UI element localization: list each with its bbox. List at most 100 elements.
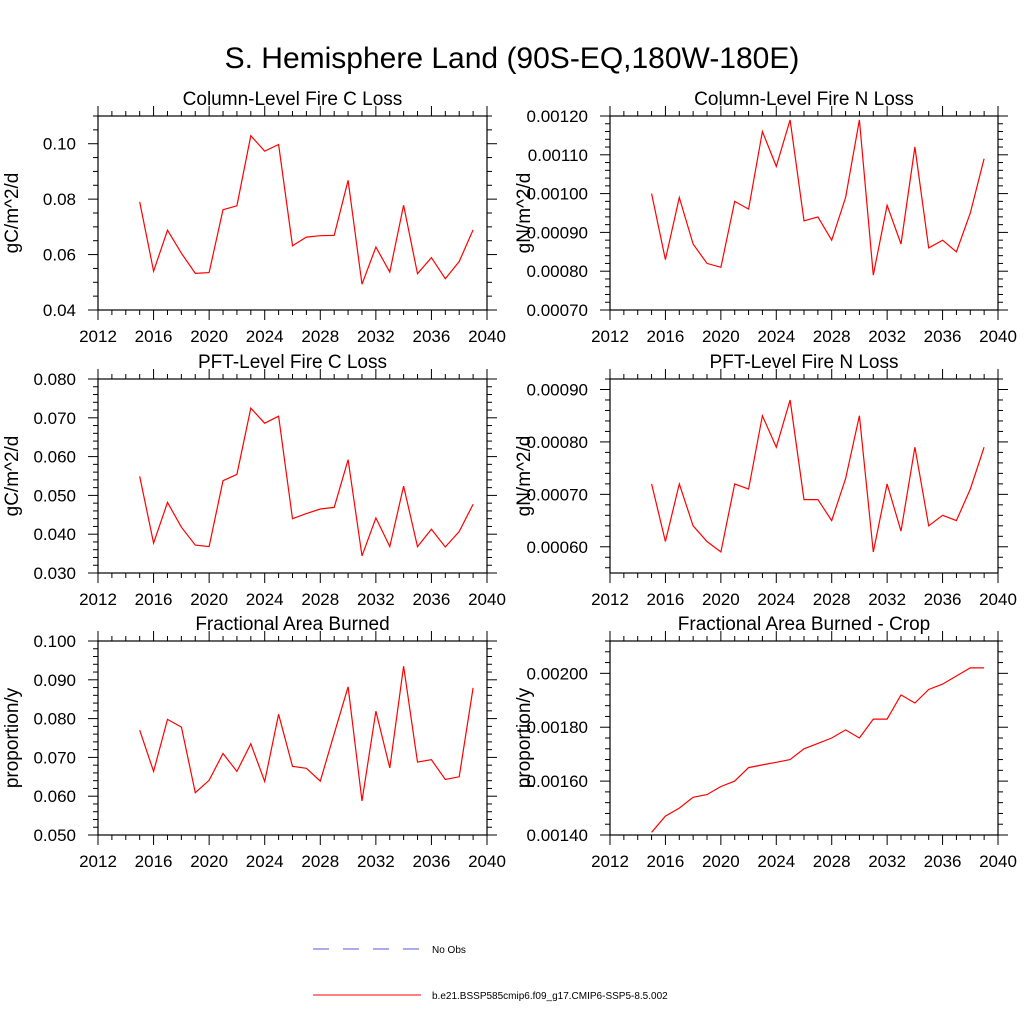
y-tick-label: 0.00070: [527, 301, 588, 320]
x-tick-label: 2016: [135, 852, 173, 871]
x-tick-label: 2028: [301, 590, 339, 609]
x-tick-label: 2016: [135, 590, 173, 609]
y-tick-label: 0.00090: [527, 223, 588, 242]
x-tick-label: 2012: [591, 852, 629, 871]
figure-title: S. Hemisphere Land (90S-EQ,180W-180E): [225, 42, 800, 75]
panel-title: PFT-Level Fire N Loss: [710, 352, 899, 373]
x-tick-label: 2040: [979, 590, 1017, 609]
legend-label-model: b.e21.BSSP585cmip6.f09_g17.CMIP6-SSP5-8.…: [432, 991, 668, 1002]
x-tick-label: 2040: [979, 852, 1017, 871]
y-axis-label: gC/m^2/d: [2, 436, 23, 517]
plot-frame: [97, 115, 488, 311]
y-tick-label: 0.00140: [527, 826, 588, 845]
x-tick-label: 2012: [79, 327, 117, 346]
y-tick-label: 0.00180: [527, 718, 588, 737]
y-tick-label: 0.06: [43, 246, 76, 265]
x-tick-label: 2036: [924, 327, 962, 346]
panel-title: PFT-Level Fire C Loss: [198, 352, 387, 373]
x-tick-label: 2032: [357, 852, 395, 871]
series-line: [139, 666, 474, 801]
panel-title: Fractional Area Burned - Crop: [678, 614, 930, 635]
y-tick-label: 0.00080: [527, 433, 588, 452]
x-tick-label: 2036: [924, 590, 962, 609]
x-tick-label: 2016: [647, 327, 685, 346]
x-tick-label: 2040: [979, 327, 1017, 346]
x-tick-label: 2024: [757, 852, 795, 871]
x-tick-label: 2020: [702, 852, 740, 871]
x-tick-label: 2020: [702, 327, 740, 346]
y-tick-label: 0.090: [33, 671, 76, 690]
y-tick-label: 0.00080: [527, 262, 588, 281]
y-axis-label: proportion/y: [2, 687, 23, 788]
x-tick-label: 2028: [301, 327, 339, 346]
x-tick-label: 2036: [924, 852, 962, 871]
plot-frame: [609, 115, 999, 311]
y-tick-label: 0.050: [33, 826, 76, 845]
series-line: [139, 406, 474, 557]
x-tick-label: 2036: [413, 852, 451, 871]
y-axis-label: gC/m^2/d: [2, 173, 23, 254]
legend-label-no-obs: No Obs: [432, 945, 466, 956]
y-tick-label: 0.00200: [527, 664, 588, 683]
x-tick-label: 2012: [79, 852, 117, 871]
x-tick-label: 2020: [190, 590, 228, 609]
x-tick-label: 2032: [868, 590, 906, 609]
x-tick-label: 2016: [135, 327, 173, 346]
y-tick-label: 0.030: [33, 564, 76, 583]
y-tick-label: 0.00100: [527, 185, 588, 204]
plot-frame: [609, 378, 999, 574]
x-tick-label: 2012: [591, 590, 629, 609]
x-tick-label: 2020: [702, 590, 740, 609]
series-line: [651, 119, 985, 276]
plot-frame: [97, 378, 488, 574]
y-tick-label: 0.00110: [528, 146, 588, 165]
x-tick-label: 2024: [246, 590, 284, 609]
plot-frame: [97, 640, 488, 836]
y-tick-label: 0.080: [33, 370, 76, 389]
x-tick-label: 2028: [813, 327, 851, 346]
y-tick-label: 0.00070: [527, 485, 588, 504]
x-tick-label: 2024: [757, 327, 795, 346]
series-line: [139, 134, 474, 285]
plot-frame: [609, 640, 999, 836]
y-tick-label: 0.00060: [527, 538, 588, 557]
x-tick-label: 2024: [246, 327, 284, 346]
x-tick-label: 2020: [190, 852, 228, 871]
x-tick-label: 2040: [468, 327, 506, 346]
x-tick-label: 2040: [468, 852, 506, 871]
series-line: [651, 667, 985, 833]
x-tick-label: 2024: [757, 590, 795, 609]
y-tick-label: 0.070: [33, 748, 76, 767]
panel-column-level-fire-c-loss: 2012 2016 2020 2024 2028 2032 2036 2040 0.04 0.06…: [2, 89, 506, 346]
y-axis-label: gN/m^2/d: [514, 436, 535, 517]
x-tick-label: 2032: [357, 327, 395, 346]
y-tick-label: 0.080: [33, 710, 76, 729]
x-tick-label: 2012: [591, 327, 629, 346]
panel-title: Column-Level Fire C Loss: [183, 89, 403, 110]
x-tick-label: 2032: [357, 590, 395, 609]
y-tick-label: 0.060: [33, 448, 76, 467]
y-tick-label: 0.050: [33, 486, 76, 505]
y-tick-label: 0.070: [33, 409, 76, 428]
panel-column-level-fire-n-loss: 2012 2016 2020 2024 2028 2032 2036 2040 0.00070 0…: [514, 89, 1017, 346]
panel-title: Fractional Area Burned: [195, 614, 389, 635]
y-axis-label: proportion/y: [514, 687, 535, 788]
y-tick-label: 0.00160: [527, 772, 588, 791]
y-tick-label: 0.060: [33, 787, 76, 806]
x-tick-label: 2028: [813, 590, 851, 609]
y-tick-label: 0.100: [33, 632, 76, 651]
x-tick-label: 2040: [468, 590, 506, 609]
x-tick-label: 2028: [813, 852, 851, 871]
panel-pft-level-fire-c-loss: 2012 2016 2020 2024 2028 2032 2036 2040 0.030 0.0…: [2, 352, 506, 609]
y-tick-label: 0.00120: [527, 107, 588, 126]
panel-fractional-area-burned: 2012 2016 2020 2024 2028 2032 2036 2040 0.050 0.0…: [2, 614, 506, 871]
x-tick-label: 2016: [647, 852, 685, 871]
x-tick-label: 2016: [647, 590, 685, 609]
y-axis-label: gN/m^2/d: [514, 173, 535, 254]
x-tick-label: 2036: [413, 590, 451, 609]
x-tick-label: 2024: [246, 852, 284, 871]
y-tick-label: 0.040: [33, 525, 76, 544]
x-tick-label: 2036: [413, 327, 451, 346]
y-tick-label: 0.08: [43, 190, 76, 209]
